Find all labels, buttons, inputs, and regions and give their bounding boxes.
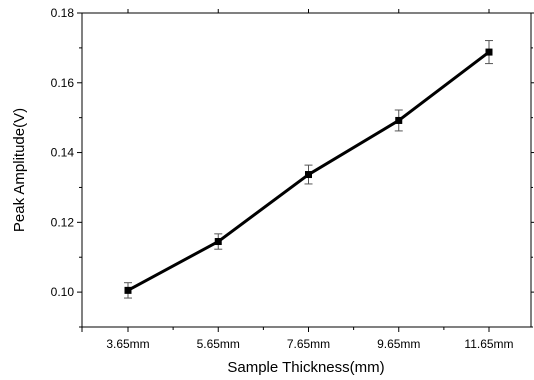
- y-tick-label: 0.16: [51, 76, 75, 90]
- plot-frame: [81, 12, 532, 328]
- x-axis-title: Sample Thickness(mm): [227, 359, 384, 376]
- y-tick-label: 0.18: [51, 6, 75, 20]
- data-point: [214, 238, 222, 246]
- x-tick-label: 7.65mm: [287, 337, 330, 351]
- x-axis-ticks: 3.65mm 5.65mm 7.65mm 9.65mm 11.65mm: [81, 9, 514, 351]
- x-tick-label: 9.65mm: [377, 337, 420, 351]
- series-layer: [124, 40, 493, 299]
- x-tick-label: 5.65mm: [197, 337, 240, 351]
- y-tick-label: 0.12: [51, 215, 75, 229]
- y-axis-ticks: 0.10 0.12 0.14 0.16 0.18: [51, 6, 534, 328]
- data-point: [395, 116, 403, 124]
- y-tick-label: 0.14: [51, 146, 75, 160]
- data-point: [124, 286, 132, 294]
- data-point: [485, 48, 493, 56]
- data-point: [305, 171, 312, 179]
- y-axis-title: Peak Amplitude(V): [11, 108, 28, 232]
- y-tick-label: 0.10: [51, 285, 75, 299]
- x-tick-label: 11.65mm: [464, 337, 513, 351]
- x-tick-label: 3.65mm: [106, 337, 149, 351]
